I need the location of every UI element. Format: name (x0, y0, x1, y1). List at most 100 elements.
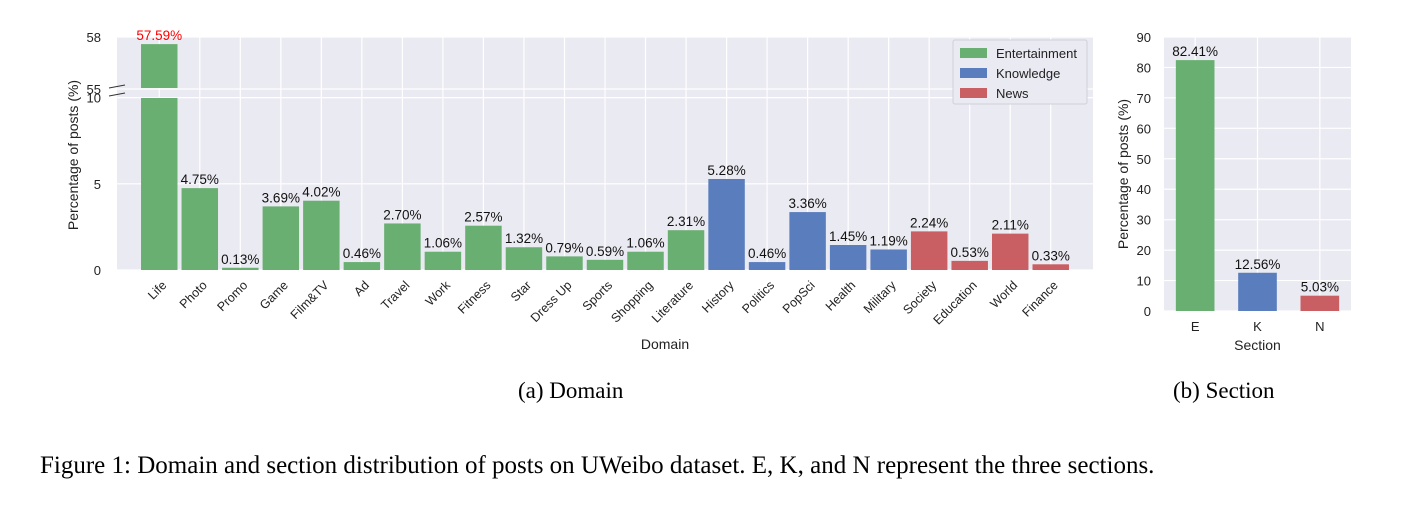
panel-b-ylabel: Percentage of posts (%) (1115, 99, 1131, 249)
panel-a-category-label: Society (900, 278, 939, 317)
panel-a-category-label: PopSci (780, 278, 818, 316)
panel-a-ytick-label: 58 (87, 30, 101, 45)
bar-history (708, 178, 745, 270)
legend-swatch-entertainment (960, 48, 987, 58)
bar-photo (181, 188, 219, 270)
panel-a-value-label: 0.13% (221, 252, 259, 267)
panel-a-ytick-label: 0 (94, 263, 101, 278)
panel-a-value-label: 2.24% (910, 215, 948, 230)
bar-shopping (627, 251, 664, 270)
panel-a-legend: Entertainment Knowledge News (952, 39, 1088, 105)
panel-a-category-label: Literature (649, 278, 696, 325)
legend-label-knowledge: Knowledge (996, 66, 1060, 81)
panel-b-xlabel: Section (1234, 337, 1281, 353)
bar-politics (748, 262, 786, 270)
bar-life (141, 98, 178, 270)
bar-dressup (546, 256, 583, 270)
panel-a-category-label: Health (823, 278, 858, 313)
panel-a-value-label: 0.46% (748, 246, 786, 261)
bar-life-upper (141, 44, 178, 88)
panel-a-category-label: Ad (351, 278, 372, 299)
panel-a-xlabel: Domain (641, 336, 689, 352)
panel-a-value-label: 0.53% (951, 245, 989, 260)
bar-section-n (1300, 295, 1340, 311)
panel-a-category-label: Finance (1020, 278, 1061, 319)
panel-a-category-label: Star (508, 278, 534, 304)
panel-a-category-label: World (988, 278, 1021, 311)
panel-a-category-label: Life (145, 278, 169, 302)
bar-literature (667, 230, 705, 270)
panel-a-category-label: Politics (739, 278, 777, 316)
panel-a-ytick-label: 5 (94, 177, 101, 192)
panel-a-value-label: 5.28% (707, 163, 745, 178)
panel-b-ytick-label: 10 (1137, 274, 1151, 289)
panel-a-ytick-label: 10 (87, 91, 101, 106)
legend-label-entertainment: Entertainment (996, 46, 1077, 61)
figure-caption: Figure 1: Domain and section distributio… (40, 452, 1155, 479)
panel-b-ytick-label: 20 (1137, 243, 1151, 258)
panel-a-category-label: Promo (214, 278, 250, 314)
bar-work (424, 251, 462, 270)
panel-a-category-label: Game (257, 278, 291, 312)
panel-a-value-label: 0.59% (586, 244, 624, 259)
panel-a-category-label: Sports (580, 278, 615, 313)
panel-a-value-label: 1.45% (829, 229, 867, 244)
panel-a-value-label: 57.59% (136, 28, 182, 43)
bar-ad (343, 262, 381, 270)
bar-promo (222, 267, 259, 270)
panel-b-ytick-label: 60 (1137, 121, 1151, 136)
panel-a-value-label: 2.70% (383, 207, 421, 222)
panel-a-ylabel: Percentage of posts (%) (65, 80, 81, 230)
bar-star (505, 247, 543, 270)
panel-b-ytick-label: 40 (1137, 182, 1151, 197)
panel-b-ytick-label: 70 (1137, 91, 1151, 106)
panel-a-category-label: Film&TV (288, 278, 332, 322)
panel-a-category-label: Travel (378, 278, 412, 312)
panel-b-ytick-label: 0 (1144, 304, 1151, 319)
panel-a-value-label: 2.57% (464, 210, 502, 225)
panel-a-value-label: 1.32% (505, 231, 543, 246)
panel-b-value-label: 5.03% (1301, 280, 1339, 295)
bar-game (262, 206, 300, 270)
panel-a-category-label: Work (423, 278, 454, 309)
panel-b-ytick-label: 90 (1137, 30, 1151, 45)
bar-fitness (465, 225, 502, 270)
bar-finance (1032, 264, 1069, 270)
panel-a-value-label: 2.31% (667, 214, 705, 229)
bar-health (829, 245, 867, 270)
panel-b-caption: (b) Section (1173, 378, 1275, 403)
panel-a-ytick-label: 55 (87, 82, 101, 97)
bar-education (951, 260, 988, 270)
bar-popsci (789, 212, 826, 270)
axis-break-mark (108, 92, 126, 97)
axis-break-mark (108, 84, 126, 89)
panel-a-value-label: 1.06% (626, 236, 664, 251)
panel-b-value-label: 12.56% (1235, 257, 1281, 272)
panel-a-value-label: 3.69% (262, 190, 300, 205)
panel-a-value-label: 4.02% (302, 185, 340, 200)
bar-section-k (1238, 272, 1277, 311)
panel-b-category-label: K (1253, 319, 1262, 334)
panel-a-category-label: Photo (177, 278, 210, 311)
panel-b-ytick-label: 50 (1137, 152, 1151, 167)
bar-travel (384, 223, 421, 270)
bar-sports (586, 259, 624, 270)
bar-filmtv (303, 200, 340, 270)
panel-b-value-label: 82.41% (1172, 44, 1218, 59)
panel-a-category-label: Shopping (608, 278, 655, 325)
panel-a-category-label: Fitness (455, 278, 493, 316)
legend-swatch-knowledge (960, 68, 987, 78)
legend-label-news: News (996, 86, 1029, 101)
panel-a-value-label: 2.11% (992, 218, 1029, 233)
panel-b-category-label: N (1315, 319, 1324, 334)
bar-section-e (1175, 60, 1215, 312)
panel-a-category-label: Education (931, 278, 980, 327)
panel-a-category-label: History (699, 278, 737, 316)
panel-a-value-label: 0.33% (1032, 248, 1070, 263)
legend-swatch-news (960, 88, 987, 98)
panel-a-category-label: Dress Up (528, 278, 575, 325)
panel-a-category-label: Military (861, 278, 899, 316)
panel-a-caption: (a) Domain (518, 378, 624, 403)
